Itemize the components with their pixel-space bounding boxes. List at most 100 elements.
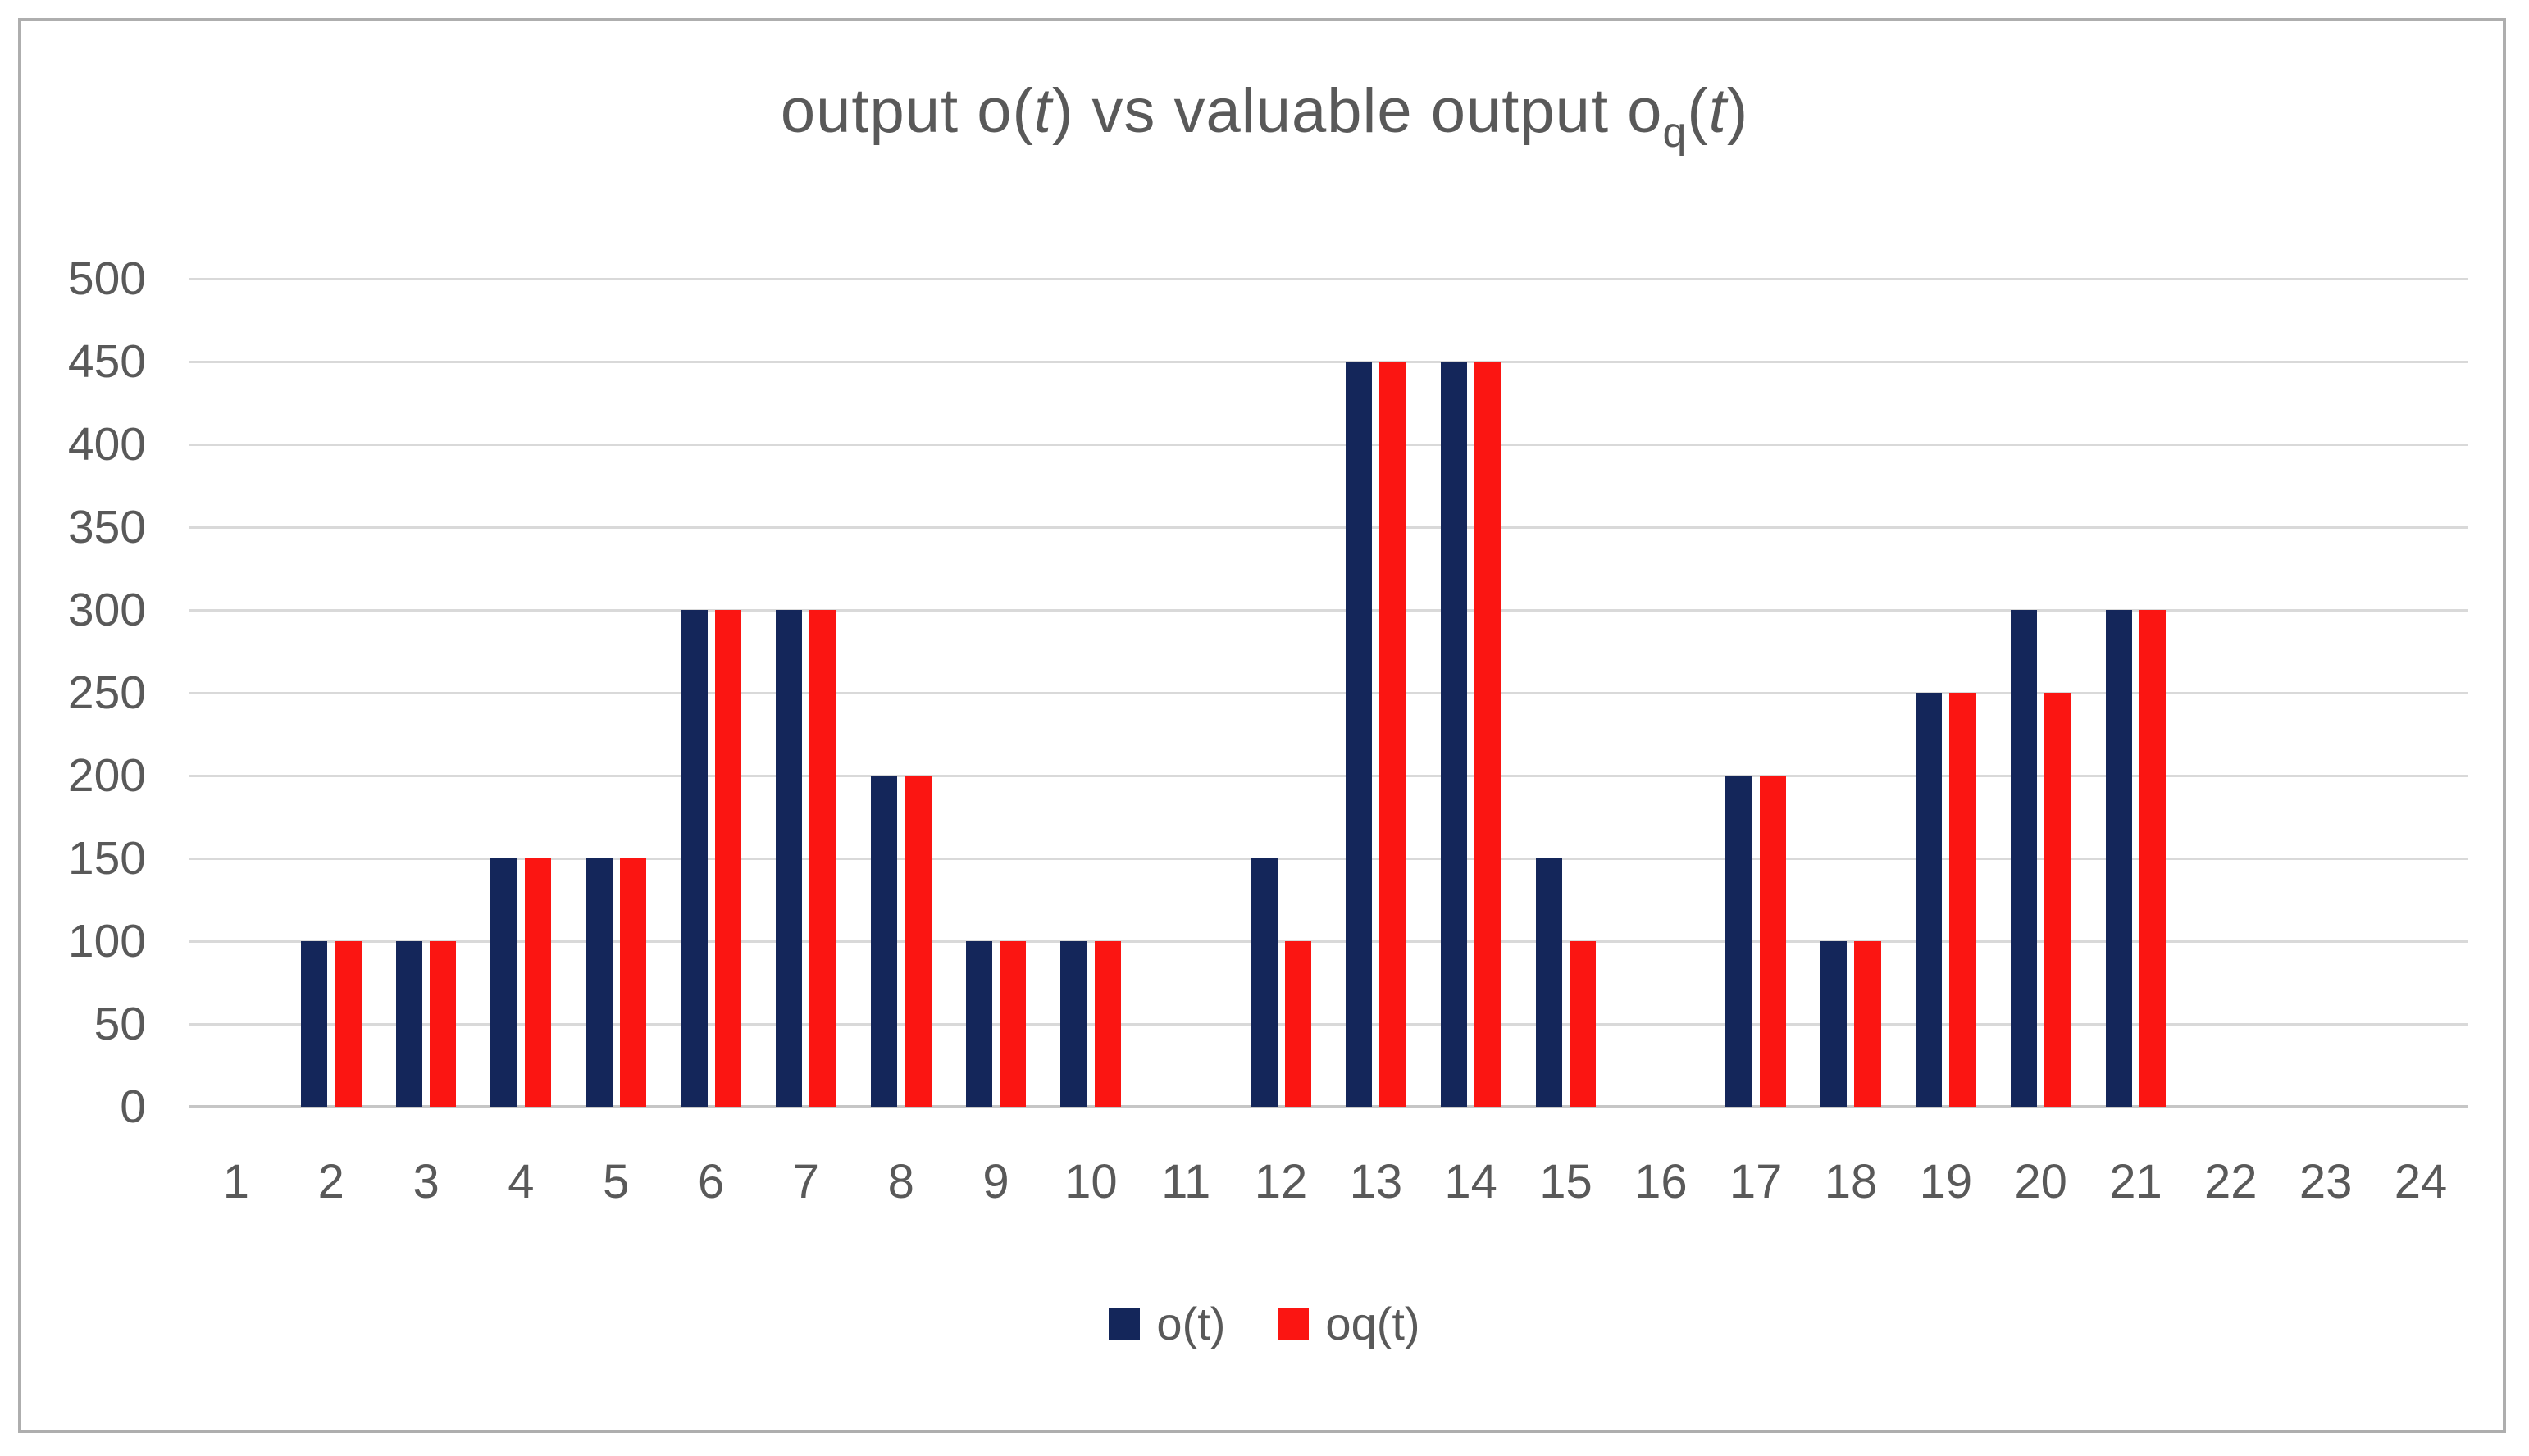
bar-oq(t)-x5 xyxy=(619,858,647,1107)
legend-label-oqt: oq(t) xyxy=(1325,1298,1420,1349)
bar-group-1 xyxy=(189,279,284,1107)
x-tick-label-17: 17 xyxy=(1729,1155,1783,1208)
bar-group-20 xyxy=(1994,279,2089,1107)
x-tick-label-21: 21 xyxy=(2109,1155,2162,1208)
bar-group-2 xyxy=(284,279,379,1107)
bar-group-23 xyxy=(2278,279,2373,1107)
bar-oq(t)-x4 xyxy=(524,858,552,1107)
chart-title-segment: ) vs valuable output o xyxy=(1052,76,1663,146)
x-tick-label-12: 12 xyxy=(1254,1155,1308,1208)
gridline-450 xyxy=(189,361,2468,363)
y-tick-label-0: 0 xyxy=(120,1081,146,1133)
gridline-400 xyxy=(189,444,2468,446)
legend-label-ot: o(t) xyxy=(1156,1298,1226,1349)
chart-title-segment: output o( xyxy=(780,76,1034,146)
bar-group-4 xyxy=(473,279,568,1107)
bar-oq(t)-x18 xyxy=(1854,941,1881,1107)
bar-group-3 xyxy=(379,279,474,1107)
bar-group-5 xyxy=(568,279,663,1107)
y-tick-label-100: 100 xyxy=(67,915,146,967)
gridline-200 xyxy=(189,775,2468,777)
chart-title-segment: q xyxy=(1662,109,1688,157)
bar-group-14 xyxy=(1424,279,1519,1107)
bar-o(t)-x15 xyxy=(1535,858,1562,1107)
bar-o(t)-x9 xyxy=(965,941,993,1107)
gridline-50 xyxy=(189,1023,2468,1026)
x-tick-label-11: 11 xyxy=(1161,1155,1211,1208)
x-tick-label-2: 2 xyxy=(317,1155,344,1208)
bar-oq(t)-x17 xyxy=(1759,776,1787,1107)
bar-o(t)-x19 xyxy=(1915,693,1943,1107)
x-tick-label-9: 9 xyxy=(982,1155,1009,1208)
x-tick-label-8: 8 xyxy=(887,1155,914,1208)
y-tick-label-150: 150 xyxy=(67,832,146,885)
bar-o(t)-x18 xyxy=(1820,941,1848,1107)
chart-title-segment: ( xyxy=(1687,76,1709,146)
bar-oq(t)-x13 xyxy=(1379,362,1406,1107)
bar-oq(t)-x19 xyxy=(1949,693,1976,1107)
x-tick-label-24: 24 xyxy=(2394,1155,2448,1208)
bar-group-11 xyxy=(1138,279,1233,1107)
x-tick-label-3: 3 xyxy=(412,1155,440,1208)
y-tick-label-50: 50 xyxy=(93,998,146,1050)
bar-oq(t)-x9 xyxy=(1000,941,1027,1107)
gridline-350 xyxy=(189,526,2468,529)
bar-o(t)-x20 xyxy=(2010,610,2038,1107)
bar-group-24 xyxy=(2373,279,2468,1107)
gridline-100 xyxy=(189,940,2468,943)
legend-swatch-oqt xyxy=(1278,1308,1310,1340)
x-tick-label-13: 13 xyxy=(1349,1155,1403,1208)
bar-group-21 xyxy=(2089,279,2184,1107)
bar-o(t)-x10 xyxy=(1060,941,1087,1107)
bar-o(t)-x17 xyxy=(1725,776,1752,1107)
y-tick-label-250: 250 xyxy=(67,667,146,719)
gridline-150 xyxy=(189,858,2468,860)
bar-group-13 xyxy=(1328,279,1424,1107)
bar-group-12 xyxy=(1233,279,1328,1107)
bars-layer xyxy=(189,279,2468,1107)
bar-group-22 xyxy=(2183,279,2278,1107)
y-tick-label-300: 300 xyxy=(67,584,146,636)
y-tick-label-500: 500 xyxy=(67,253,146,305)
legend-swatch-ot xyxy=(1109,1308,1141,1340)
x-tick-label-7: 7 xyxy=(792,1155,820,1208)
bar-group-10 xyxy=(1043,279,1138,1107)
bar-oq(t)-x8 xyxy=(905,776,932,1107)
bar-o(t)-x12 xyxy=(1251,858,1278,1107)
y-tick-label-350: 350 xyxy=(67,501,146,553)
x-tick-label-20: 20 xyxy=(2014,1155,2067,1208)
legend-item-oqt: oq(t) xyxy=(1278,1297,1420,1350)
x-tick-label-1: 1 xyxy=(222,1155,250,1208)
x-tick-label-6: 6 xyxy=(697,1155,725,1208)
gridline-500 xyxy=(189,278,2468,280)
bar-o(t)-x21 xyxy=(2105,610,2132,1107)
bar-o(t)-x4 xyxy=(490,858,517,1107)
x-tick-label-4: 4 xyxy=(508,1155,535,1208)
plot-area xyxy=(189,278,2468,1108)
bar-group-9 xyxy=(949,279,1044,1107)
x-axis-line xyxy=(189,1105,2468,1108)
bar-group-18 xyxy=(1803,279,1898,1107)
bar-o(t)-x8 xyxy=(870,776,898,1107)
bar-oq(t)-x20 xyxy=(2044,693,2071,1107)
x-axis-labels: 1 2 3 4 5 6 7 8 9 10 11 12 13 14 15 16 17 18 19 20 21 22 23 24 xyxy=(189,1154,2468,1209)
bar-o(t)-x14 xyxy=(1440,362,1468,1107)
y-tick-label-200: 200 xyxy=(67,749,146,802)
x-tick-label-18: 18 xyxy=(1824,1155,1878,1208)
bar-oq(t)-x21 xyxy=(2139,610,2167,1107)
bar-group-19 xyxy=(1898,279,1994,1107)
bar-o(t)-x7 xyxy=(775,610,803,1107)
gridline-250 xyxy=(189,692,2468,694)
bar-group-7 xyxy=(759,279,854,1107)
bar-o(t)-x2 xyxy=(300,941,328,1107)
chart-frame xyxy=(18,18,2506,1433)
bar-oq(t)-x10 xyxy=(1094,941,1122,1107)
y-tick-label-400: 400 xyxy=(67,418,146,471)
chart-title-segment: t xyxy=(1033,76,1052,146)
bar-oq(t)-x3 xyxy=(430,941,457,1107)
bar-oq(t)-x6 xyxy=(714,610,741,1107)
legend-item-ot: o(t) xyxy=(1109,1297,1225,1350)
bar-o(t)-x6 xyxy=(681,610,708,1107)
bar-oq(t)-x15 xyxy=(1570,941,1597,1107)
bar-group-16 xyxy=(1613,279,1708,1107)
